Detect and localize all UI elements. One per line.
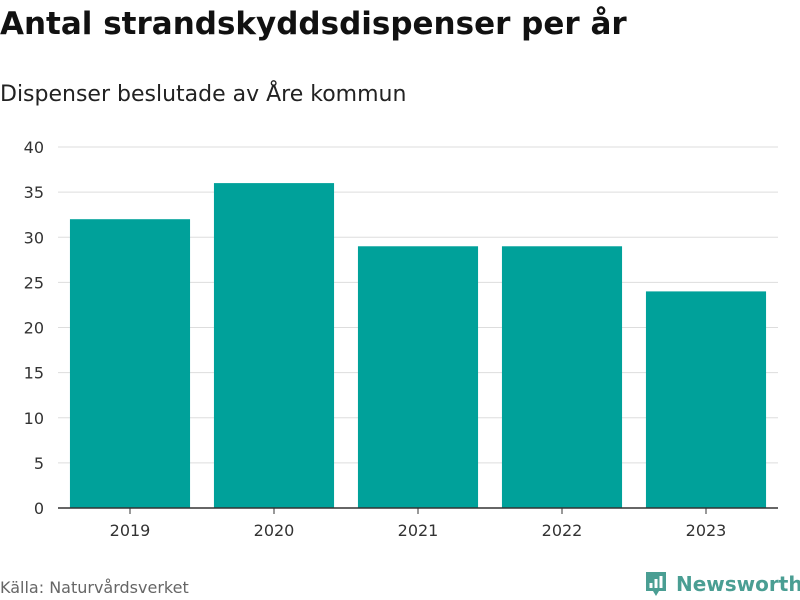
- x-axis-ticks: 2019 2020 2021 2022 2023: [110, 508, 727, 540]
- y-tick-label: 20: [24, 319, 44, 338]
- source-note: Källa: Naturvårdsverket: [0, 578, 189, 597]
- y-axis-ticks: 0 5 10 15 20 25 30 35 40: [24, 138, 44, 518]
- newsworthy-logo-icon: [646, 572, 666, 596]
- y-tick-label: 15: [24, 364, 44, 383]
- y-tick-label: 40: [24, 138, 44, 157]
- bar-2021: [357, 246, 479, 508]
- x-tick-label: 2023: [686, 521, 727, 540]
- bar-2022: [501, 246, 623, 508]
- bar-2020: [213, 183, 335, 508]
- x-tick-label: 2020: [254, 521, 295, 540]
- x-tick-label: 2021: [398, 521, 439, 540]
- bar-chart: 0 5 10 15 20 25 30 35 40 2019 2020 2021 2022 2023: [24, 138, 778, 540]
- y-tick-label: 0: [34, 499, 44, 518]
- y-tick-label: 10: [24, 409, 44, 428]
- x-tick-label: 2022: [542, 521, 583, 540]
- chart-subtitle: Dispenser beslutade av Åre kommun: [0, 82, 407, 107]
- brand-name: Newsworthy: [676, 572, 800, 596]
- y-tick-label: 35: [24, 183, 44, 202]
- bars: [69, 183, 767, 508]
- brand-logo: Newsworthy: [644, 570, 800, 598]
- bar-2023: [645, 291, 767, 508]
- y-tick-label: 30: [24, 228, 44, 247]
- y-tick-label: 25: [24, 273, 44, 292]
- chart-title: Antal strandskyddsdispenser per år: [0, 6, 627, 42]
- x-tick-label: 2019: [110, 521, 151, 540]
- bar-2019: [69, 219, 191, 508]
- y-tick-label: 5: [34, 454, 44, 473]
